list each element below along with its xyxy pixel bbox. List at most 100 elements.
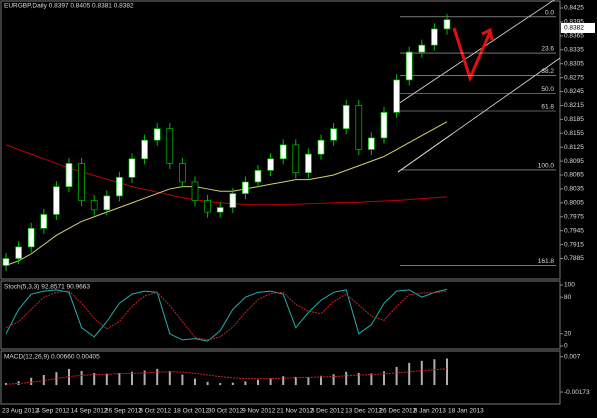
x-tick-label: 14 Sep 2012 (71, 408, 108, 415)
candle-body (65, 163, 73, 187)
candle-body (267, 158, 274, 171)
y-tick-label: 0.8125 (564, 144, 584, 151)
candle-body (116, 176, 123, 197)
candle-body (179, 163, 186, 183)
y-tick-label: 0.8155 (564, 130, 584, 137)
indicator-line (5, 121, 448, 266)
y-tick-label: 0.7915 (564, 241, 584, 248)
macd-bar (118, 372, 121, 386)
candle-body (216, 207, 224, 213)
candle-body (2, 258, 10, 266)
candle-body (103, 195, 111, 211)
candle-body (342, 105, 350, 129)
macd-bar (446, 358, 448, 386)
macd-bar (206, 381, 209, 386)
last-price-label: 0.8382 (564, 25, 584, 32)
candle-body (229, 193, 237, 208)
macd-bar (80, 370, 83, 386)
chart-title: EURGBP,Daily 0.8397 0.8405 0.8381 0.8382 (4, 3, 134, 10)
candle-body (90, 200, 98, 211)
y-tick-label: 0.8065 (564, 172, 584, 179)
candle-body (166, 128, 174, 164)
macd-bar (332, 374, 335, 386)
channel-line (397, 133, 453, 173)
macd-title: MACD(12,26,9) 0.00660 0.00405 (4, 354, 100, 361)
macd-bar (307, 377, 310, 386)
candle-body (27, 228, 35, 248)
candle-body (368, 137, 375, 150)
macd-bar (383, 371, 385, 386)
y-tick-label: 0.8365 (564, 33, 584, 40)
macd-bar (370, 373, 373, 386)
macd-bar (55, 372, 58, 386)
y-tick-label: 20 (564, 331, 572, 338)
x-tick-label: 30 Oct 2012 (208, 408, 244, 415)
candle-body (355, 105, 363, 150)
macd-bar (168, 371, 171, 386)
macd-bar (357, 372, 360, 386)
y-tick-label: 0.8275 (564, 74, 584, 81)
candle-body (393, 79, 400, 113)
macd-bar (420, 360, 423, 386)
macd-bar (105, 373, 108, 386)
y-tick-label: 0.8005 (564, 200, 584, 207)
stoch-panel (0, 280, 561, 350)
indicator-line (5, 288, 448, 342)
macd-bar (231, 382, 234, 386)
candle-body (405, 51, 413, 81)
y-tick-label: 0.7975 (564, 213, 584, 220)
x-tick-label: 13 Dec 2012 (345, 408, 382, 415)
candle-body (242, 181, 249, 194)
x-tick-label: 21 Nov 2012 (276, 408, 313, 415)
x-tick-label: 26 Sep 2012 (105, 408, 142, 415)
fib-label: 38.2 (541, 68, 554, 75)
macd-bar (294, 377, 297, 386)
x-tick-label: 18 Oct 2012 (174, 408, 210, 415)
candle-body (279, 144, 287, 160)
y-tick-label: 0.8425 (564, 5, 584, 12)
candle-body (141, 139, 148, 160)
candle-body (292, 144, 300, 174)
y-tick-label: 0.8245 (564, 88, 584, 95)
candle-body (78, 163, 85, 201)
y-tick-label: -0.00173 (564, 389, 590, 396)
candle-body (431, 28, 438, 46)
fib-label: 50.0 (541, 86, 554, 93)
y-tick-label: 100 (564, 282, 575, 289)
x-tick-label: 26 Dec 2012 (379, 408, 416, 415)
macd-bar (143, 370, 146, 386)
y-tick-label: 80 (564, 294, 572, 301)
fib-label: 100.0 (538, 163, 555, 170)
x-tick-label: 9 Nov 2012 (242, 408, 276, 415)
macd-bar (156, 368, 159, 386)
x-tick-label: 8 Oct 2012 (139, 408, 171, 415)
candle-body (191, 181, 199, 201)
x-tick-label: 18 Jan 2013 (448, 408, 484, 415)
macd-bar (42, 374, 45, 386)
macd-bar (93, 372, 96, 386)
fib-label: 23.6 (541, 46, 554, 53)
y-tick-label: 0.8395 (564, 19, 584, 26)
x-tick-label: 4 Sep 2012 (36, 408, 70, 415)
candle-body (128, 158, 136, 178)
x-tick-label: 8 Jan 2013 (414, 408, 447, 415)
macd-bar (345, 371, 348, 386)
macd-bar (433, 359, 436, 386)
candle-body (15, 246, 22, 259)
macd-panel (0, 350, 561, 405)
y-tick-label: 0.7945 (564, 227, 584, 234)
macd-bar (395, 366, 398, 386)
y-tick-label: 0.8215 (564, 102, 584, 109)
x-tick-label: 3 Dec 2012 (311, 408, 345, 415)
stoch-title: Stoch(5,3,3) 92.8571 90.9663 (4, 284, 90, 291)
candle-body (330, 128, 337, 141)
macd-bar (244, 381, 247, 386)
candle-body (305, 153, 312, 174)
candle-body (53, 186, 60, 215)
macd-bar (257, 379, 259, 386)
y-tick-label: 0.007 (564, 354, 581, 361)
fib-label: 61.8 (541, 104, 554, 111)
macd-bar (282, 376, 285, 386)
